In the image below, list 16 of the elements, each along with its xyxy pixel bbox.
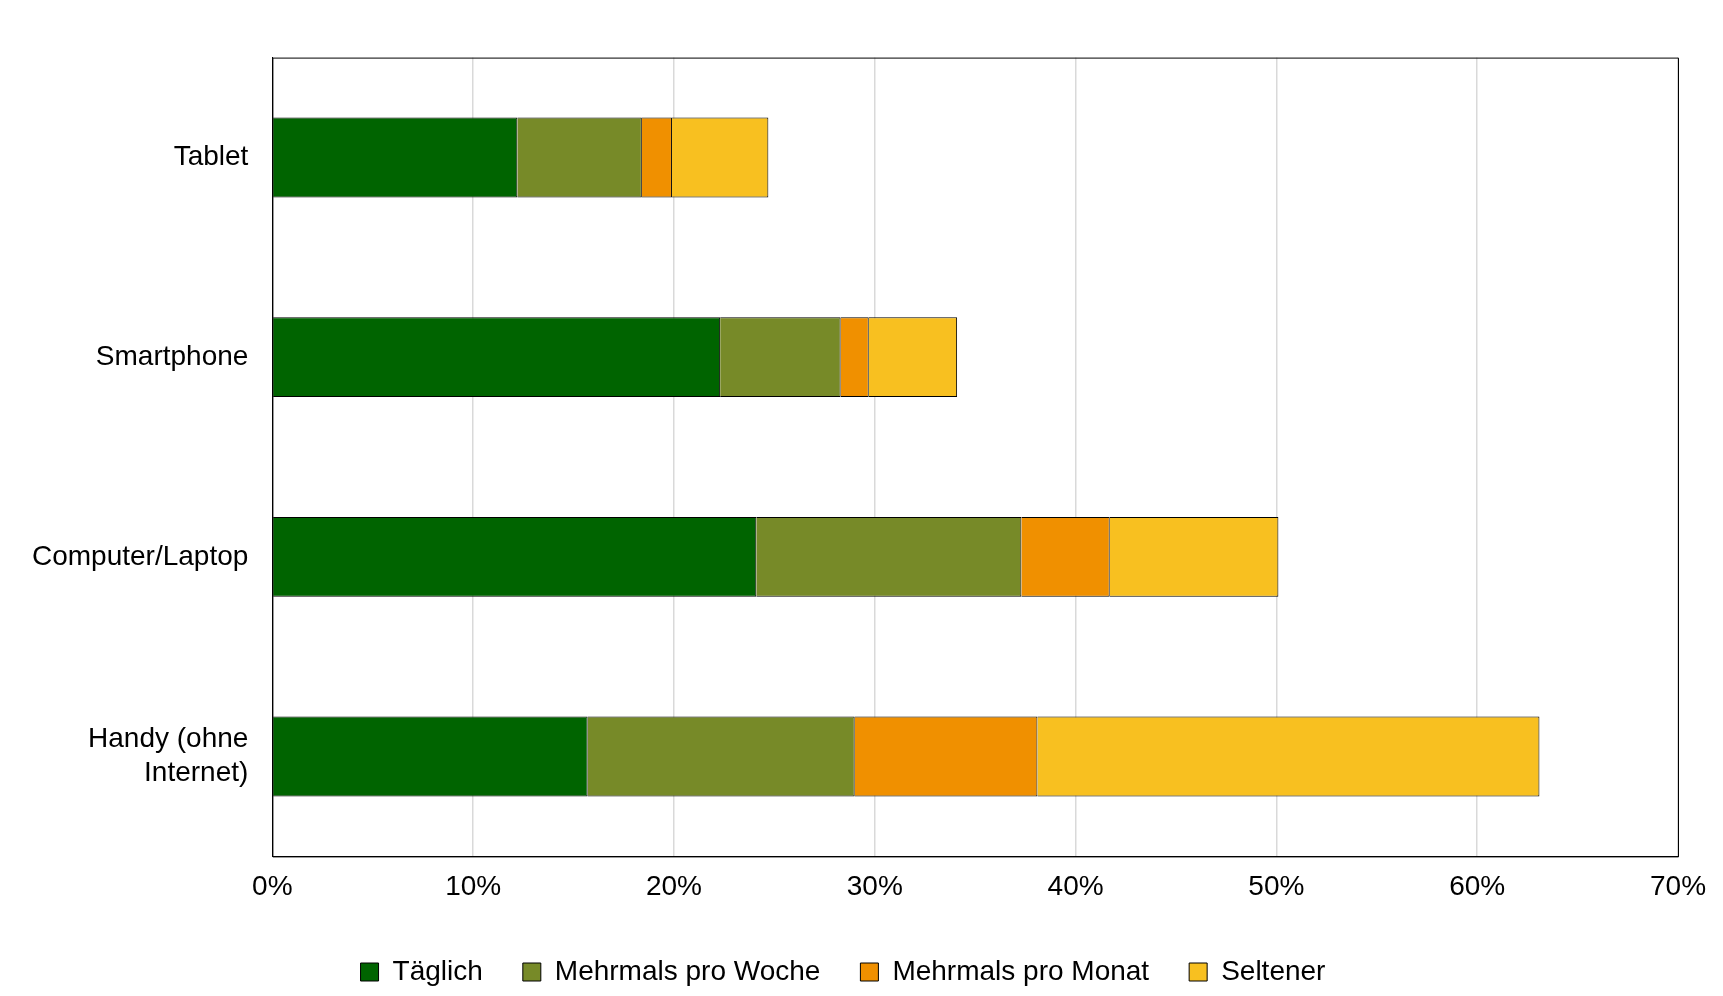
x-tick-label: 50% xyxy=(1248,869,1305,901)
legend-label: Seltener xyxy=(1221,954,1326,986)
y-tick-label: Smartphone xyxy=(95,339,249,371)
x-tick-label: 20% xyxy=(645,869,702,901)
x-tick-label: 40% xyxy=(1047,869,1104,901)
legend-label: Mehrmals pro Monat xyxy=(892,954,1150,986)
x-tick-label: 70% xyxy=(1649,869,1707,901)
x-tick-label: 0% xyxy=(252,869,293,901)
x-tick-label: 30% xyxy=(846,869,903,901)
x-tick-label: 10% xyxy=(445,869,502,901)
legend-label: Mehrmals pro Woche xyxy=(554,954,821,986)
y-tick-label: Tablet xyxy=(173,140,249,172)
y-tick-label: Handy (ohne Internet) xyxy=(88,722,249,788)
x-tick-label: 60% xyxy=(1449,869,1506,901)
y-tick-label: Computer/Laptop xyxy=(32,539,249,571)
legend-label: Täglich xyxy=(392,954,483,986)
